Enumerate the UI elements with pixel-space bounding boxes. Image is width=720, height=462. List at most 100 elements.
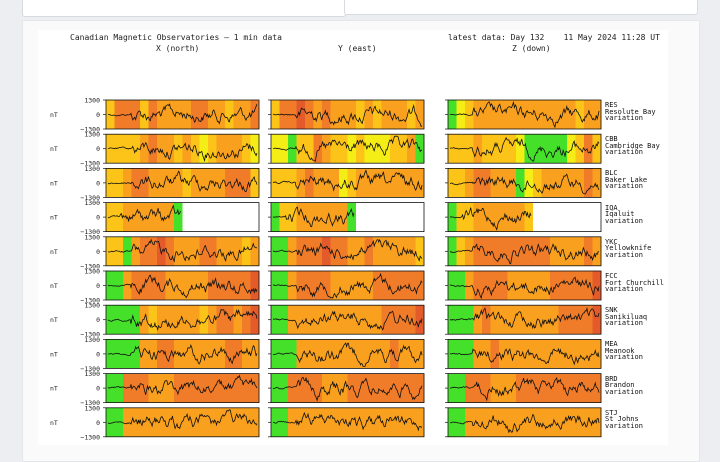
- activity-block-minor-storm: [313, 407, 323, 437]
- activity-block-major-storm: [490, 271, 500, 300]
- station-suffix: variation: [605, 148, 643, 157]
- activity-block-minor-storm: [157, 168, 166, 198]
- activity-block-quiet: [271, 407, 280, 437]
- activity-block-minor-storm: [482, 407, 491, 437]
- activity-block-minor-storm: [373, 236, 382, 266]
- y-tick-label: 1300: [84, 233, 100, 241]
- field-trace: [107, 308, 258, 331]
- activity-block-active: [242, 236, 251, 266]
- activity-block-minor-storm: [482, 339, 491, 369]
- activity-block-minor-storm: [541, 271, 551, 300]
- activity-block-minor-storm: [347, 407, 357, 437]
- activity-block-unsettled: [364, 134, 374, 164]
- activity-block-minor-storm: [381, 339, 391, 369]
- activity-block-minor-storm: [250, 407, 260, 437]
- activity-block-major-storm: [182, 373, 192, 403]
- activity-block-severe-storm: [250, 271, 260, 300]
- station-name: Sanikiluaq: [605, 312, 648, 321]
- y-tick-label: 0: [96, 145, 100, 153]
- station-name: Yellowknife: [605, 244, 652, 253]
- activity-block-minor-storm: [191, 407, 200, 437]
- activity-block-active: [339, 134, 348, 164]
- station-suffix: variation: [605, 182, 643, 191]
- activity-block-no-data: [373, 202, 382, 232]
- activity-block-active: [465, 134, 474, 164]
- activity-block-major-storm: [390, 271, 399, 300]
- activity-block-major-storm: [148, 236, 158, 266]
- activity-block-minor-storm: [157, 202, 166, 232]
- activity-block-active: [182, 168, 192, 198]
- y-unit-label: nT: [50, 282, 58, 290]
- activity-block-major-storm: [473, 168, 483, 198]
- activity-block-minor-storm: [373, 339, 382, 369]
- activity-block-unsettled: [199, 134, 209, 164]
- activity-block-quiet: [456, 407, 466, 437]
- activity-block-minor-storm: [305, 339, 314, 369]
- activity-block-minor-storm: [216, 100, 226, 129]
- activity-block-minor-storm: [516, 339, 525, 369]
- activity-block-quiet: [288, 134, 297, 164]
- activity-block-minor-storm: [584, 339, 593, 369]
- activity-block-minor-storm: [567, 339, 576, 369]
- activity-block-minor-storm: [174, 271, 183, 300]
- activity-block-minor-storm: [373, 407, 382, 437]
- activity-block-major-storm: [208, 236, 217, 266]
- y-tick-label: 1300: [84, 268, 100, 276]
- y-tick-label: 0: [96, 282, 100, 290]
- activity-block-active: [199, 305, 209, 335]
- activity-block-minor-storm: [165, 407, 175, 437]
- activity-block-minor-storm: [524, 271, 534, 300]
- activity-block-unsettled: [524, 168, 534, 198]
- activity-block-active: [114, 168, 124, 198]
- activity-block-minor-storm: [415, 100, 425, 129]
- activity-block-active: [208, 134, 217, 164]
- activity-block-quiet: [550, 134, 559, 164]
- activity-block-minor-storm: [305, 407, 314, 437]
- activity-block-minor-storm: [165, 134, 175, 164]
- activity-block-minor-storm: [465, 407, 474, 437]
- activity-block-minor-storm: [499, 339, 508, 369]
- activity-block-quiet: [123, 305, 132, 335]
- activity-block-major-storm: [216, 373, 226, 403]
- activity-block-minor-storm: [550, 339, 559, 369]
- activity-block-no-data: [191, 202, 200, 232]
- activity-block-major-storm: [575, 305, 585, 335]
- activity-block-minor-storm: [347, 305, 357, 335]
- field-trace: [449, 173, 600, 195]
- activity-block-major-storm: [131, 100, 141, 129]
- activity-block-minor-storm: [373, 168, 382, 198]
- activity-block-minor-storm: [499, 373, 508, 403]
- activity-block-minor-storm: [208, 407, 217, 437]
- activity-block-active: [148, 305, 158, 335]
- activity-block-minor-storm: [550, 168, 559, 198]
- y-tick-label: 0: [96, 419, 100, 427]
- activity-block-major-storm: [516, 236, 525, 266]
- activity-block-major-storm: [550, 373, 559, 403]
- activity-block-quiet: [114, 339, 124, 369]
- activity-block-major-storm: [499, 271, 508, 300]
- activity-block-minor-storm: [305, 305, 314, 335]
- field-trace: [107, 274, 258, 299]
- activity-block-major-storm: [592, 373, 602, 403]
- activity-block-active: [271, 168, 280, 198]
- station-label-iqa: IQA Iqaluit variation: [605, 204, 643, 225]
- activity-block-major-storm: [533, 373, 542, 403]
- y-unit-label: nT: [50, 111, 58, 119]
- activity-block-minor-storm: [216, 168, 226, 198]
- station-code: FCC: [605, 272, 618, 280]
- activity-block-minor-storm: [592, 407, 602, 437]
- activity-block-major-storm: [208, 271, 217, 300]
- activity-block-active: [106, 134, 115, 164]
- activity-block-minor-storm: [250, 236, 260, 266]
- activity-block-minor-storm: [225, 134, 234, 164]
- activity-block-major-storm: [390, 373, 399, 403]
- activity-block-no-data: [208, 202, 217, 232]
- activity-block-major-storm: [140, 373, 149, 403]
- activity-block-major-storm: [584, 168, 593, 198]
- activity-block-minor-storm: [390, 407, 399, 437]
- field-trace: [107, 409, 258, 430]
- activity-block-major-storm: [305, 168, 314, 198]
- activity-block-minor-storm: [182, 305, 192, 335]
- activity-block-severe-storm: [157, 236, 166, 266]
- activity-block-minor-storm: [356, 168, 365, 198]
